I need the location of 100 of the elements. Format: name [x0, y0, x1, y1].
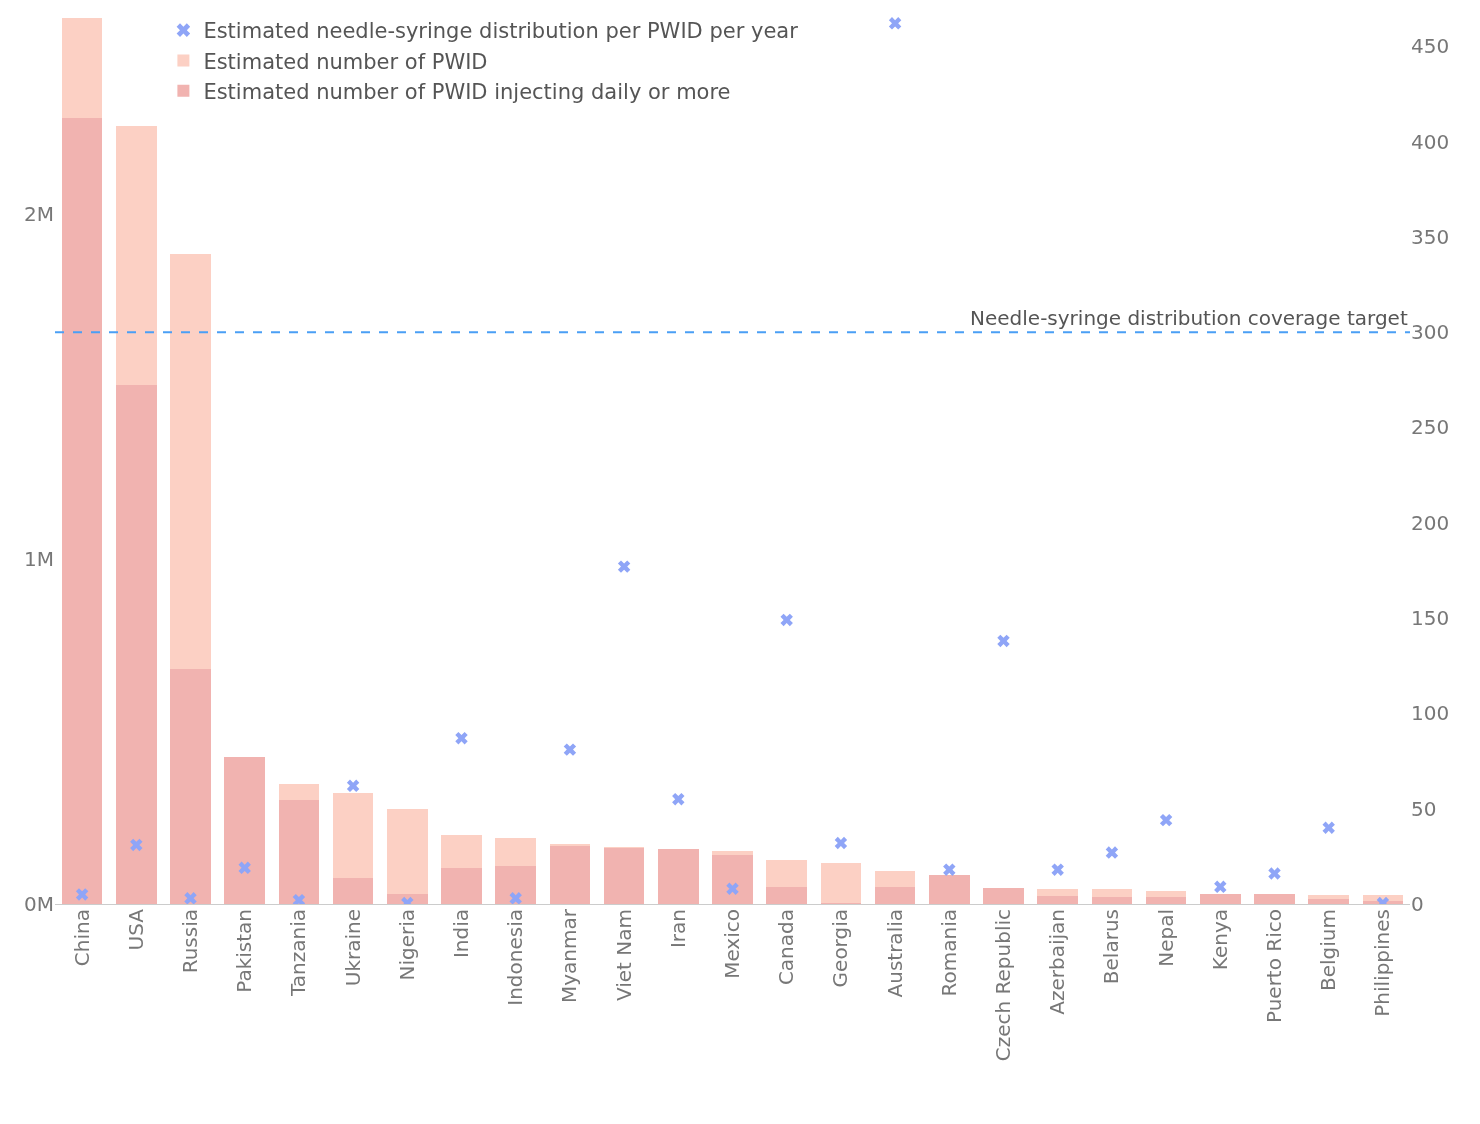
x-tick-label: Myanmar: [557, 908, 582, 1003]
x-tick-label: Pakistan: [232, 909, 257, 993]
legend-label: Estimated number of PWID injecting daily or more: [203, 79, 731, 104]
bar: [441, 868, 482, 904]
bar: [1308, 899, 1350, 904]
bar: [224, 757, 266, 904]
point: [834, 836, 848, 850]
point: [1105, 846, 1119, 859]
x-tick-label: Romania: [936, 909, 961, 997]
y2-tick-label: 350: [1411, 224, 1450, 249]
ref-line-label: Needle-syringe distribution coverage target: [970, 306, 1408, 330]
y-tick-label: 0M: [24, 892, 54, 916]
point: [563, 743, 577, 756]
x-tick-label: Viet Nam: [611, 909, 636, 1002]
point: [1159, 813, 1173, 827]
y2-tick-label: 250: [1411, 415, 1450, 440]
bar: [1199, 893, 1241, 904]
x-tick-label: Australia: [882, 909, 907, 998]
point: [184, 892, 197, 904]
x-tick-label: Puerto Rico: [1262, 909, 1286, 1024]
x-tick-label: Canada: [774, 909, 799, 986]
y-tick-label: 1M: [24, 546, 54, 571]
point: [1268, 867, 1281, 880]
bar: [820, 863, 862, 903]
bar: [1091, 897, 1133, 904]
bar: [170, 253, 211, 669]
bar: [61, 18, 103, 119]
y2-tick-label: 100: [1411, 701, 1450, 726]
bar: [495, 838, 537, 867]
y2-tick-label: 200: [1411, 510, 1450, 535]
x-tick-label: Russia: [178, 909, 202, 974]
point: [672, 792, 685, 806]
x-tick-label: Kenya: [1207, 909, 1232, 971]
bar: [332, 793, 374, 879]
point: [509, 892, 522, 904]
x-tick-label: Azerbaijan: [1045, 909, 1070, 1015]
x-tick-label: Ukraine: [340, 909, 365, 987]
bar: [1091, 889, 1133, 898]
x-tick-label: Belarus: [1099, 909, 1124, 985]
bar: [61, 118, 103, 904]
bar: [928, 875, 970, 904]
y2-tick-label: 0: [1411, 892, 1424, 916]
legend-label: Estimated needle-syringe distribution per PWID per year: [203, 19, 799, 44]
bar: [1145, 897, 1187, 904]
x-tick-label: Philippines: [1370, 909, 1395, 1017]
y-tick-label: 2M: [24, 201, 54, 226]
point: [997, 634, 1010, 648]
point: [238, 861, 251, 874]
y2-tick-label: 300: [1411, 320, 1450, 345]
bar: [874, 871, 916, 888]
x-tick-label: Czech Republic: [991, 909, 1015, 1062]
point: [1051, 863, 1064, 876]
point: [130, 838, 143, 852]
bar: [1308, 895, 1350, 900]
bar: [983, 888, 1024, 904]
bar: [874, 887, 916, 904]
x-tick-label: China: [69, 909, 94, 967]
bar: [657, 849, 699, 904]
bar: [712, 851, 753, 855]
point: [455, 731, 468, 745]
x-tick-label: Tanzania: [286, 909, 311, 998]
bar: [766, 887, 808, 904]
bar: [278, 800, 320, 904]
x-tick-label: Nigeria: [394, 909, 419, 981]
bar: [549, 846, 591, 904]
point: [888, 17, 902, 30]
y2-tick-label: 400: [1411, 129, 1450, 154]
x-tick-label: Georgia: [828, 909, 853, 988]
x-tick-label: Mexico: [720, 909, 744, 979]
bar: [603, 848, 645, 904]
point: [726, 882, 739, 895]
point: [75, 888, 89, 901]
bar: [332, 878, 374, 904]
bar: [712, 854, 753, 904]
bar: [1037, 896, 1079, 904]
x-tick-label: India: [449, 909, 473, 959]
bar: [1037, 889, 1079, 897]
point: [346, 779, 360, 793]
bar: [115, 125, 157, 386]
point: [292, 893, 306, 904]
x-tick-label: Iran: [665, 909, 690, 949]
point: [1322, 821, 1335, 834]
bar: [1254, 893, 1295, 904]
legend-label: Estimated number of PWID: [203, 49, 488, 74]
bar: [766, 860, 808, 888]
x-tick-label: Nepal: [1153, 909, 1178, 967]
x-tick-label: Indonesia: [503, 909, 528, 1006]
point: [943, 863, 956, 876]
bar: [495, 866, 537, 904]
x-tick-label: Belgium: [1316, 909, 1341, 991]
point: [780, 613, 793, 627]
bar: [170, 668, 211, 904]
y2-tick-label: 450: [1411, 34, 1450, 59]
bar: [1145, 890, 1187, 898]
bar: [115, 385, 157, 904]
point: [617, 560, 631, 573]
y2-tick-label: 150: [1411, 606, 1450, 631]
bar: [386, 809, 428, 894]
x-tick-label: USA: [123, 908, 148, 951]
point: [1214, 880, 1227, 894]
